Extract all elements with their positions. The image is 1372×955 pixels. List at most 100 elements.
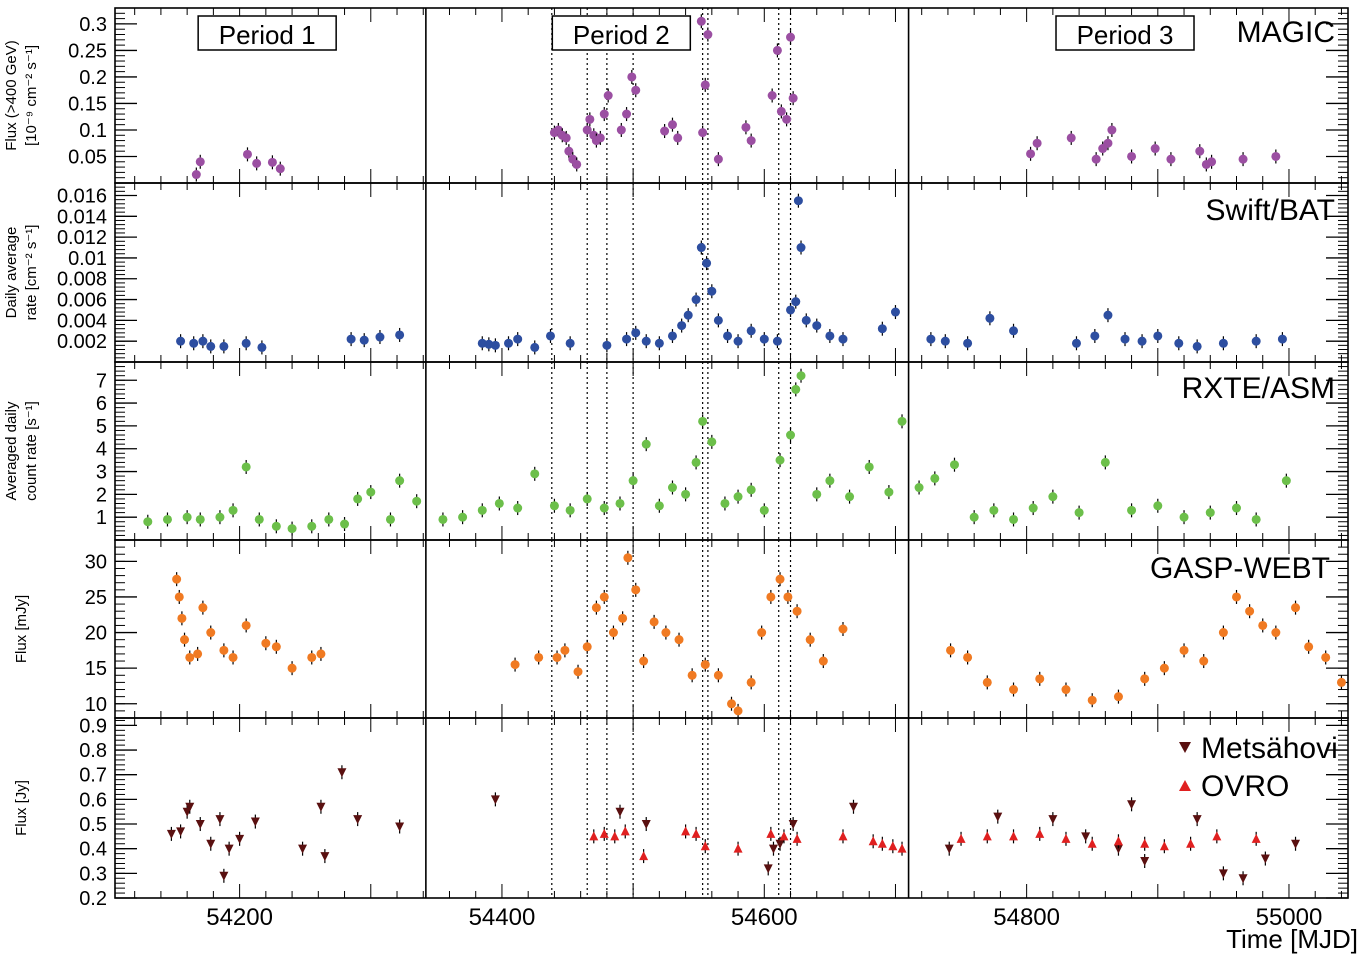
data-point	[641, 439, 651, 449]
data-point	[206, 839, 216, 849]
data-point	[1258, 620, 1268, 630]
data-point	[561, 133, 571, 143]
y-tick-label: 0.012	[57, 227, 107, 249]
data-point	[696, 243, 706, 253]
data-point	[746, 326, 756, 336]
data-point	[494, 498, 504, 508]
period-label: Period 3	[1077, 20, 1174, 50]
data-point	[599, 109, 609, 119]
data-point	[796, 371, 806, 381]
data-point	[733, 492, 743, 502]
y-tick-label: 0.006	[57, 290, 107, 312]
legend: Metsähovi OVRO	[1179, 732, 1338, 803]
data-point	[687, 670, 697, 680]
y-axis-label: rate [cm⁻² s⁻¹]	[23, 225, 40, 321]
data-point	[324, 514, 334, 524]
data-point	[982, 677, 992, 687]
legend-marker	[1179, 780, 1191, 791]
data-point	[615, 498, 625, 508]
data-point	[1035, 828, 1045, 838]
data-point	[1336, 677, 1346, 687]
data-point	[681, 826, 691, 836]
data-point	[746, 677, 756, 687]
data-point	[884, 487, 894, 497]
data-point	[673, 133, 683, 143]
data-point	[1271, 628, 1281, 638]
data-point	[1026, 149, 1036, 159]
data-point	[490, 795, 500, 805]
data-point	[782, 114, 792, 124]
data-point	[700, 841, 710, 851]
y-tick-label: 10	[85, 694, 107, 716]
data-point	[219, 645, 229, 655]
data-point	[198, 336, 208, 346]
data-point	[1103, 310, 1113, 320]
data-point	[228, 652, 238, 662]
data-point	[683, 310, 693, 320]
data-point	[618, 613, 628, 623]
data-point	[723, 331, 733, 341]
data-point	[1009, 326, 1019, 336]
data-point	[1159, 841, 1169, 851]
y-tick-label: 0.004	[57, 310, 107, 332]
data-point	[261, 638, 271, 648]
data-point	[193, 649, 203, 659]
data-point	[241, 620, 251, 630]
y-tick-label: 0.15	[68, 93, 107, 115]
data-point	[1009, 685, 1019, 695]
data-point	[195, 157, 205, 167]
data-point	[564, 146, 574, 156]
data-series-triangle-down	[166, 765, 1301, 886]
data-point	[1153, 331, 1163, 341]
data-point	[162, 514, 172, 524]
data-point	[838, 624, 848, 634]
data-point	[825, 331, 835, 341]
y-tick-label: 0.2	[79, 67, 107, 89]
data-point	[271, 642, 281, 652]
data-point	[298, 844, 308, 854]
data-point	[1199, 656, 1209, 666]
data-point	[1174, 338, 1184, 348]
period-label-box	[551, 15, 692, 51]
y-tick-label: 0.3	[79, 14, 107, 36]
data-point	[316, 649, 326, 659]
data-point	[1192, 341, 1202, 351]
data-point	[969, 512, 979, 522]
data-point	[195, 820, 205, 830]
data-point	[766, 592, 776, 602]
data-point	[595, 133, 605, 143]
data-point	[631, 85, 641, 95]
data-point	[914, 483, 924, 493]
data-point	[654, 501, 664, 511]
data-point	[385, 514, 395, 524]
data-point	[228, 505, 238, 515]
data-point	[235, 834, 245, 844]
data-point	[191, 170, 201, 180]
data-series	[172, 550, 1346, 718]
data-point	[252, 158, 262, 168]
data-point	[582, 642, 592, 652]
data-point	[510, 660, 520, 670]
data-point	[772, 336, 782, 346]
data-point	[1238, 154, 1248, 164]
data-point	[549, 501, 559, 511]
data-point	[733, 843, 743, 853]
data-point	[530, 342, 540, 352]
data-point	[897, 843, 907, 853]
period-label-box	[197, 15, 337, 51]
data-point	[1232, 503, 1242, 513]
data-point	[320, 852, 330, 862]
data-point	[1291, 839, 1301, 849]
data-point	[359, 335, 369, 345]
y-tick-label: 4	[96, 439, 107, 461]
data-point	[573, 667, 583, 677]
data-point	[219, 871, 229, 881]
data-point	[1251, 336, 1261, 346]
data-point	[733, 706, 743, 716]
data-point	[838, 831, 848, 841]
data-point	[713, 154, 723, 164]
data-point	[707, 437, 717, 447]
y-axis-label: [10⁻⁹ cm⁻² s⁻¹]	[23, 45, 40, 146]
data-point	[1205, 508, 1215, 518]
data-point	[1120, 334, 1130, 344]
